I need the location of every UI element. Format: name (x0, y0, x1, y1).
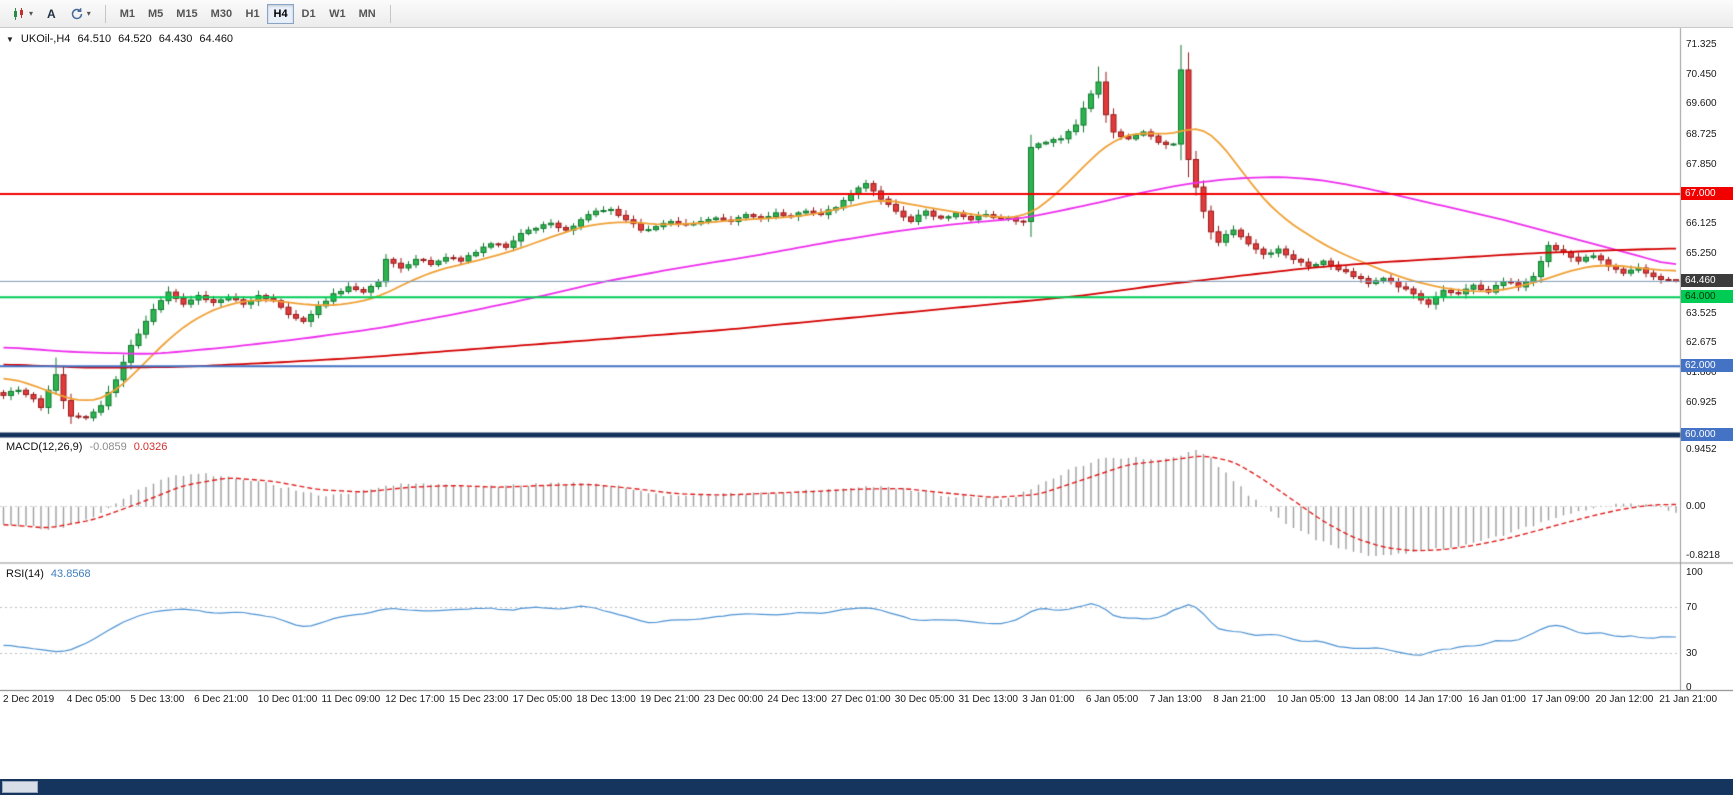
time-axis-label: 12 Dec 17:00 (385, 694, 445, 705)
timeframe-button-d1[interactable]: D1 (295, 4, 322, 24)
timeframe-button-m1[interactable]: M1 (114, 4, 141, 24)
ohlc-low: 64.430 (158, 33, 193, 45)
price-tick: 69.600 (1686, 98, 1717, 110)
time-axis-label: 7 Jan 13:00 (1149, 694, 1202, 705)
time-axis-label: 27 Dec 01:00 (831, 694, 891, 705)
rsi-axis-label: 100 (1686, 567, 1703, 578)
rsi-value: 43.8568 (50, 568, 91, 580)
hline-price-label: 60.000 (1681, 428, 1733, 441)
chart-type-button[interactable]: ▾ (6, 3, 39, 25)
timeframe-button-m15[interactable]: M15 (170, 4, 203, 24)
bottom-bar-box (2, 781, 38, 793)
hline-price-label: 67.000 (1681, 186, 1733, 200)
timeframe-button-h1[interactable]: H1 (239, 4, 266, 24)
hline-price-label: 62.000 (1681, 359, 1733, 373)
price-tick: 66.125 (1686, 218, 1717, 230)
text-annotation-button[interactable]: A (41, 3, 62, 25)
price-tick: 71.325 (1686, 39, 1717, 50)
bottom-status-bar (0, 779, 1733, 795)
timeframe-button-mn[interactable]: MN (353, 4, 382, 24)
timeframe-button-h4[interactable]: H4 (267, 3, 295, 24)
time-axis-label: 14 Jan 17:00 (1404, 694, 1463, 705)
time-axis-label: 6 Dec 21:00 (194, 694, 249, 705)
toolbar: ▾ A ▾ M1 M5 M15 M30 H1 H4 D1 W1 MN (0, 0, 1733, 28)
price-tick: 67.850 (1686, 158, 1717, 170)
price-tick: 62.675 (1686, 336, 1717, 348)
timeframe-button-m5[interactable]: M5 (142, 4, 169, 24)
rsi-axis-label: 70 (1686, 601, 1698, 613)
cycle-periods-button[interactable]: ▾ (64, 3, 97, 25)
time-axis-label: 24 Dec 13:00 (767, 694, 827, 705)
rsi-header: RSI(14) 43.8568 (6, 568, 91, 580)
time-axis-label: 6 Jan 05:00 (1085, 694, 1139, 705)
toolbar-separator (104, 4, 106, 23)
candlestick-chart-icon (14, 7, 23, 20)
time-axis-label: 16 Jan 01:00 (1468, 694, 1526, 705)
time-axis-label: 17 Dec 05:00 (512, 694, 573, 705)
macd-title: MACD(12,26,9) (6, 441, 83, 453)
time-axis-label: 11 Dec 09:00 (321, 694, 381, 705)
macd-axis-label: 0.00 (1686, 500, 1706, 512)
toolbar-separator (389, 4, 391, 23)
time-axis-label: 30 Dec 05:00 (894, 694, 955, 705)
macd-header: MACD(12,26,9) -0.0859 0.0326 (6, 441, 167, 453)
ohlc-close: 64.460 (199, 33, 234, 45)
timeframe-button-m30[interactable]: M30 (205, 4, 238, 24)
time-axis-label: 17 Jan 09:00 (1531, 694, 1590, 705)
hline-price-label: 64.000 (1681, 290, 1733, 304)
time-axis-label: 13 Jan 08:00 (1340, 694, 1399, 705)
macd-axis-label: -0.8218 (1686, 549, 1720, 561)
time-axis-label: 18 Dec 13:00 (576, 694, 636, 705)
cycle-arrows-icon (71, 7, 82, 19)
time-axis-label: 15 Dec 23:00 (448, 694, 509, 705)
current-price-label: 64.460 (1681, 274, 1733, 288)
price-tick: 63.525 (1686, 307, 1717, 319)
macd-signal-value: 0.0326 (133, 441, 168, 453)
chart-header: ▼ UKOil-,H4 64.510 64.520 64.430 64.460 (6, 33, 233, 45)
time-axis-label: 10 Jan 05:00 (1277, 694, 1335, 705)
ohlc-open: 64.510 (77, 33, 112, 45)
price-tick: 68.725 (1686, 128, 1717, 140)
time-axis-label: 20 Jan 12:00 (1595, 694, 1654, 705)
symbol-period-label: UKOil-,H4 (20, 33, 71, 45)
time-axis-label: 21 Jan 21:00 (1659, 694, 1718, 705)
time-axis-label: 10 Dec 01:00 (257, 694, 318, 705)
rsi-title: RSI(14) (6, 568, 44, 580)
ohlc-high: 64.520 (118, 33, 152, 45)
price-tick: 65.250 (1686, 248, 1717, 260)
chevron-down-icon: ▾ (29, 8, 34, 18)
time-axis-label: 5 Dec 13:00 (130, 694, 185, 705)
timeframe-button-w1[interactable]: W1 (323, 4, 352, 24)
rsi-axis-label: 30 (1686, 647, 1698, 659)
chevron-down-icon: ▾ (86, 8, 91, 18)
time-axis-label: 4 Dec 05:00 (66, 694, 121, 705)
price-tick: 61.800 (1686, 367, 1717, 378)
rsi-axis-label: 0 (1686, 682, 1692, 693)
text-tool-icon: A (47, 6, 56, 21)
macd-axis-label: 0.9452 (1686, 443, 1717, 455)
price-tick: 70.450 (1686, 69, 1717, 81)
timeframe-group: M1 M5 M15 M30 H1 H4 D1 W1 MN (114, 3, 382, 24)
price-tick: 60.925 (1686, 397, 1717, 409)
time-axis-label: 23 Dec 00:00 (703, 694, 764, 705)
time-axis-label: 8 Jan 21:00 (1213, 694, 1266, 705)
time-axis-label: 31 Dec 13:00 (958, 694, 1019, 705)
macd-main-value: -0.0859 (89, 441, 127, 453)
symbol-marker-icon: ▼ (6, 34, 14, 44)
time-axis-label: 3 Jan 01:00 (1022, 694, 1075, 705)
time-axis-label: 19 Dec 21:00 (640, 694, 700, 705)
time-axis-label: 2 Dec 2019 (3, 694, 55, 705)
